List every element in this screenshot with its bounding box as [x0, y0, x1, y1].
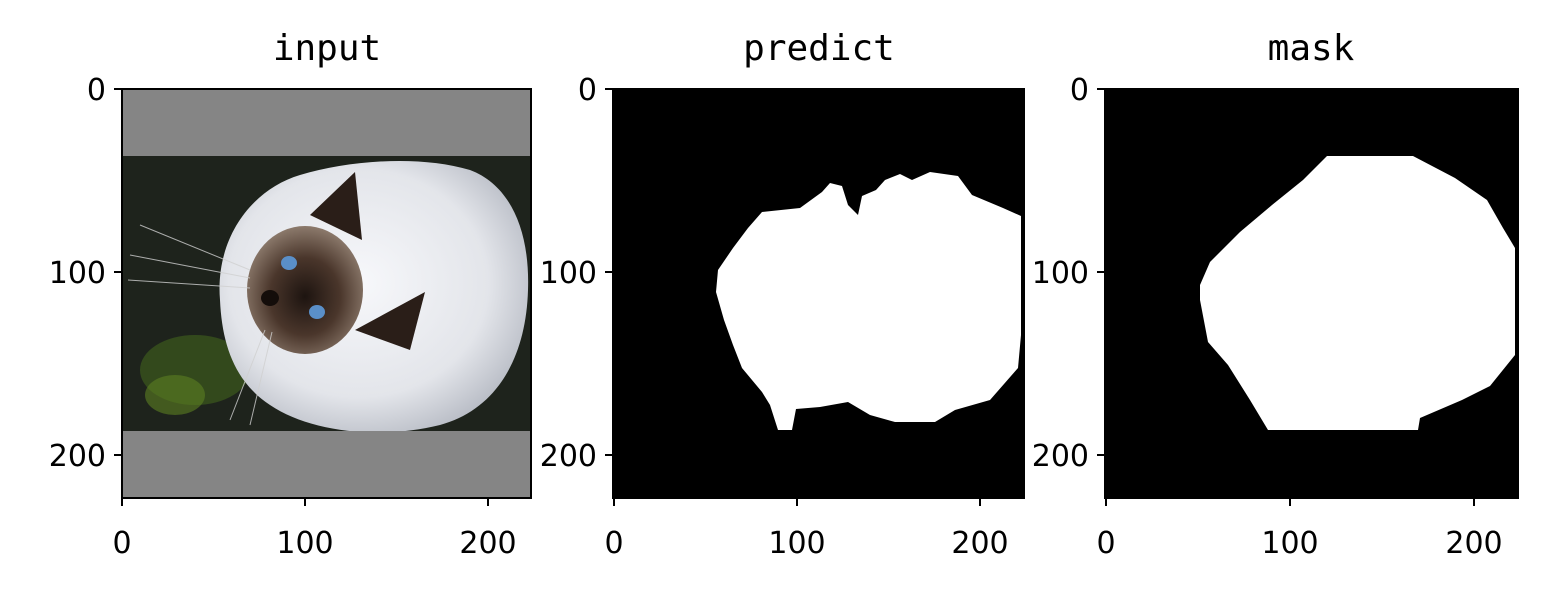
x-tick-label: 0	[1096, 526, 1115, 561]
axes-frame	[612, 88, 1025, 499]
ground-truth-mask-region	[1200, 156, 1515, 430]
panel-input: input	[49, 28, 532, 561]
x-tick-label: 100	[1261, 526, 1318, 561]
panel-title: input	[273, 28, 381, 69]
y-tick-label: 100	[540, 256, 597, 291]
eye-icon	[309, 305, 325, 319]
y-tick-label: 0	[578, 73, 597, 108]
axes-frame	[121, 88, 532, 499]
x-axis: 0 100 200	[112, 498, 517, 561]
y-tick-label: 200	[1032, 439, 1089, 474]
y-tick-label: 200	[540, 439, 597, 474]
padding-gray	[122, 431, 531, 498]
axes-frame	[1104, 88, 1519, 499]
panel-mask: mask 0 100 200 0 100 200	[1032, 28, 1519, 561]
cat-face	[247, 226, 363, 354]
y-tick-label: 0	[1070, 73, 1089, 108]
y-tick-label: 100	[1032, 256, 1089, 291]
eye-icon	[281, 256, 297, 270]
x-tick-label: 100	[768, 526, 825, 561]
y-tick-label: 200	[49, 439, 106, 474]
input-image	[122, 89, 531, 498]
panel-predict: predict 0 100 200 0 100 200	[540, 28, 1025, 561]
x-tick-label: 100	[276, 526, 333, 561]
x-tick-label: 200	[951, 526, 1008, 561]
y-axis: 0 100 200	[49, 73, 122, 474]
y-axis: 0 100 200	[1032, 73, 1105, 474]
predicted-mask-region	[716, 172, 1021, 430]
x-tick-label: 0	[604, 526, 623, 561]
panel-title: predict	[743, 28, 895, 69]
panel-title: mask	[1268, 28, 1355, 69]
x-tick-label: 200	[1445, 526, 1502, 561]
x-axis: 0 100 200	[604, 498, 1009, 561]
x-axis: 0 100 200	[1096, 498, 1503, 561]
y-tick-label: 0	[87, 73, 106, 108]
y-axis: 0 100 200	[540, 73, 613, 474]
x-tick-label: 200	[459, 526, 516, 561]
y-tick-label: 100	[49, 256, 106, 291]
x-tick-label: 0	[112, 526, 131, 561]
